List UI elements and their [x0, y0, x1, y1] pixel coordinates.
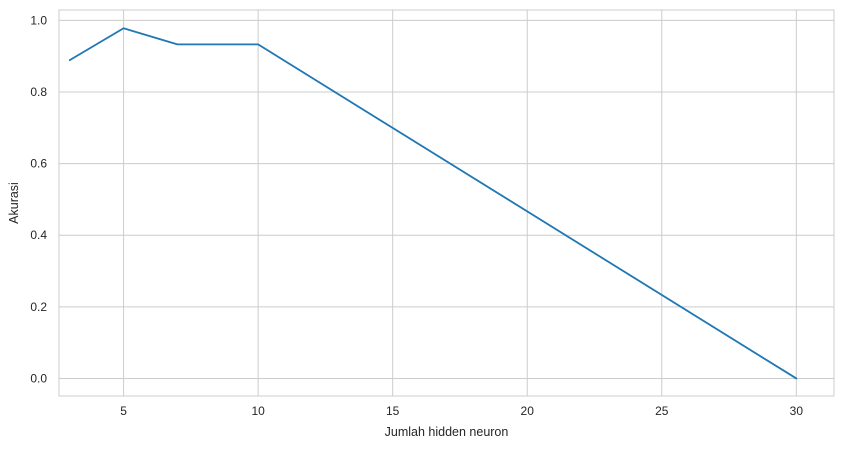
y-tick-label: 0.0	[30, 371, 47, 385]
y-tick-label: 0.6	[30, 157, 47, 171]
y-axis-label: Akurasi	[7, 182, 21, 224]
y-tick-label: 0.2	[30, 300, 47, 314]
series-layer	[68, 27, 798, 380]
x-axis-ticks: 5 10 15 20 25 30	[120, 404, 803, 418]
y-tick-label: 1.0	[30, 13, 47, 27]
series-line-0	[68, 27, 798, 380]
y-axis-ticks: 0.0 0.2 0.4 0.6 0.8 1.0	[30, 13, 47, 385]
x-tick-label: 25	[655, 404, 669, 418]
grid	[59, 10, 834, 396]
x-tick-label: 15	[386, 404, 400, 418]
y-tick-label: 0.8	[30, 85, 47, 99]
x-tick-label: 30	[790, 404, 804, 418]
x-tick-label: 20	[521, 404, 535, 418]
plot-frame	[58, 9, 835, 397]
x-axis-label: Jumlah hidden neuron	[385, 425, 509, 439]
x-tick-label: 5	[120, 404, 127, 418]
y-tick-label: 0.4	[30, 228, 47, 242]
x-tick-label: 10	[251, 404, 265, 418]
